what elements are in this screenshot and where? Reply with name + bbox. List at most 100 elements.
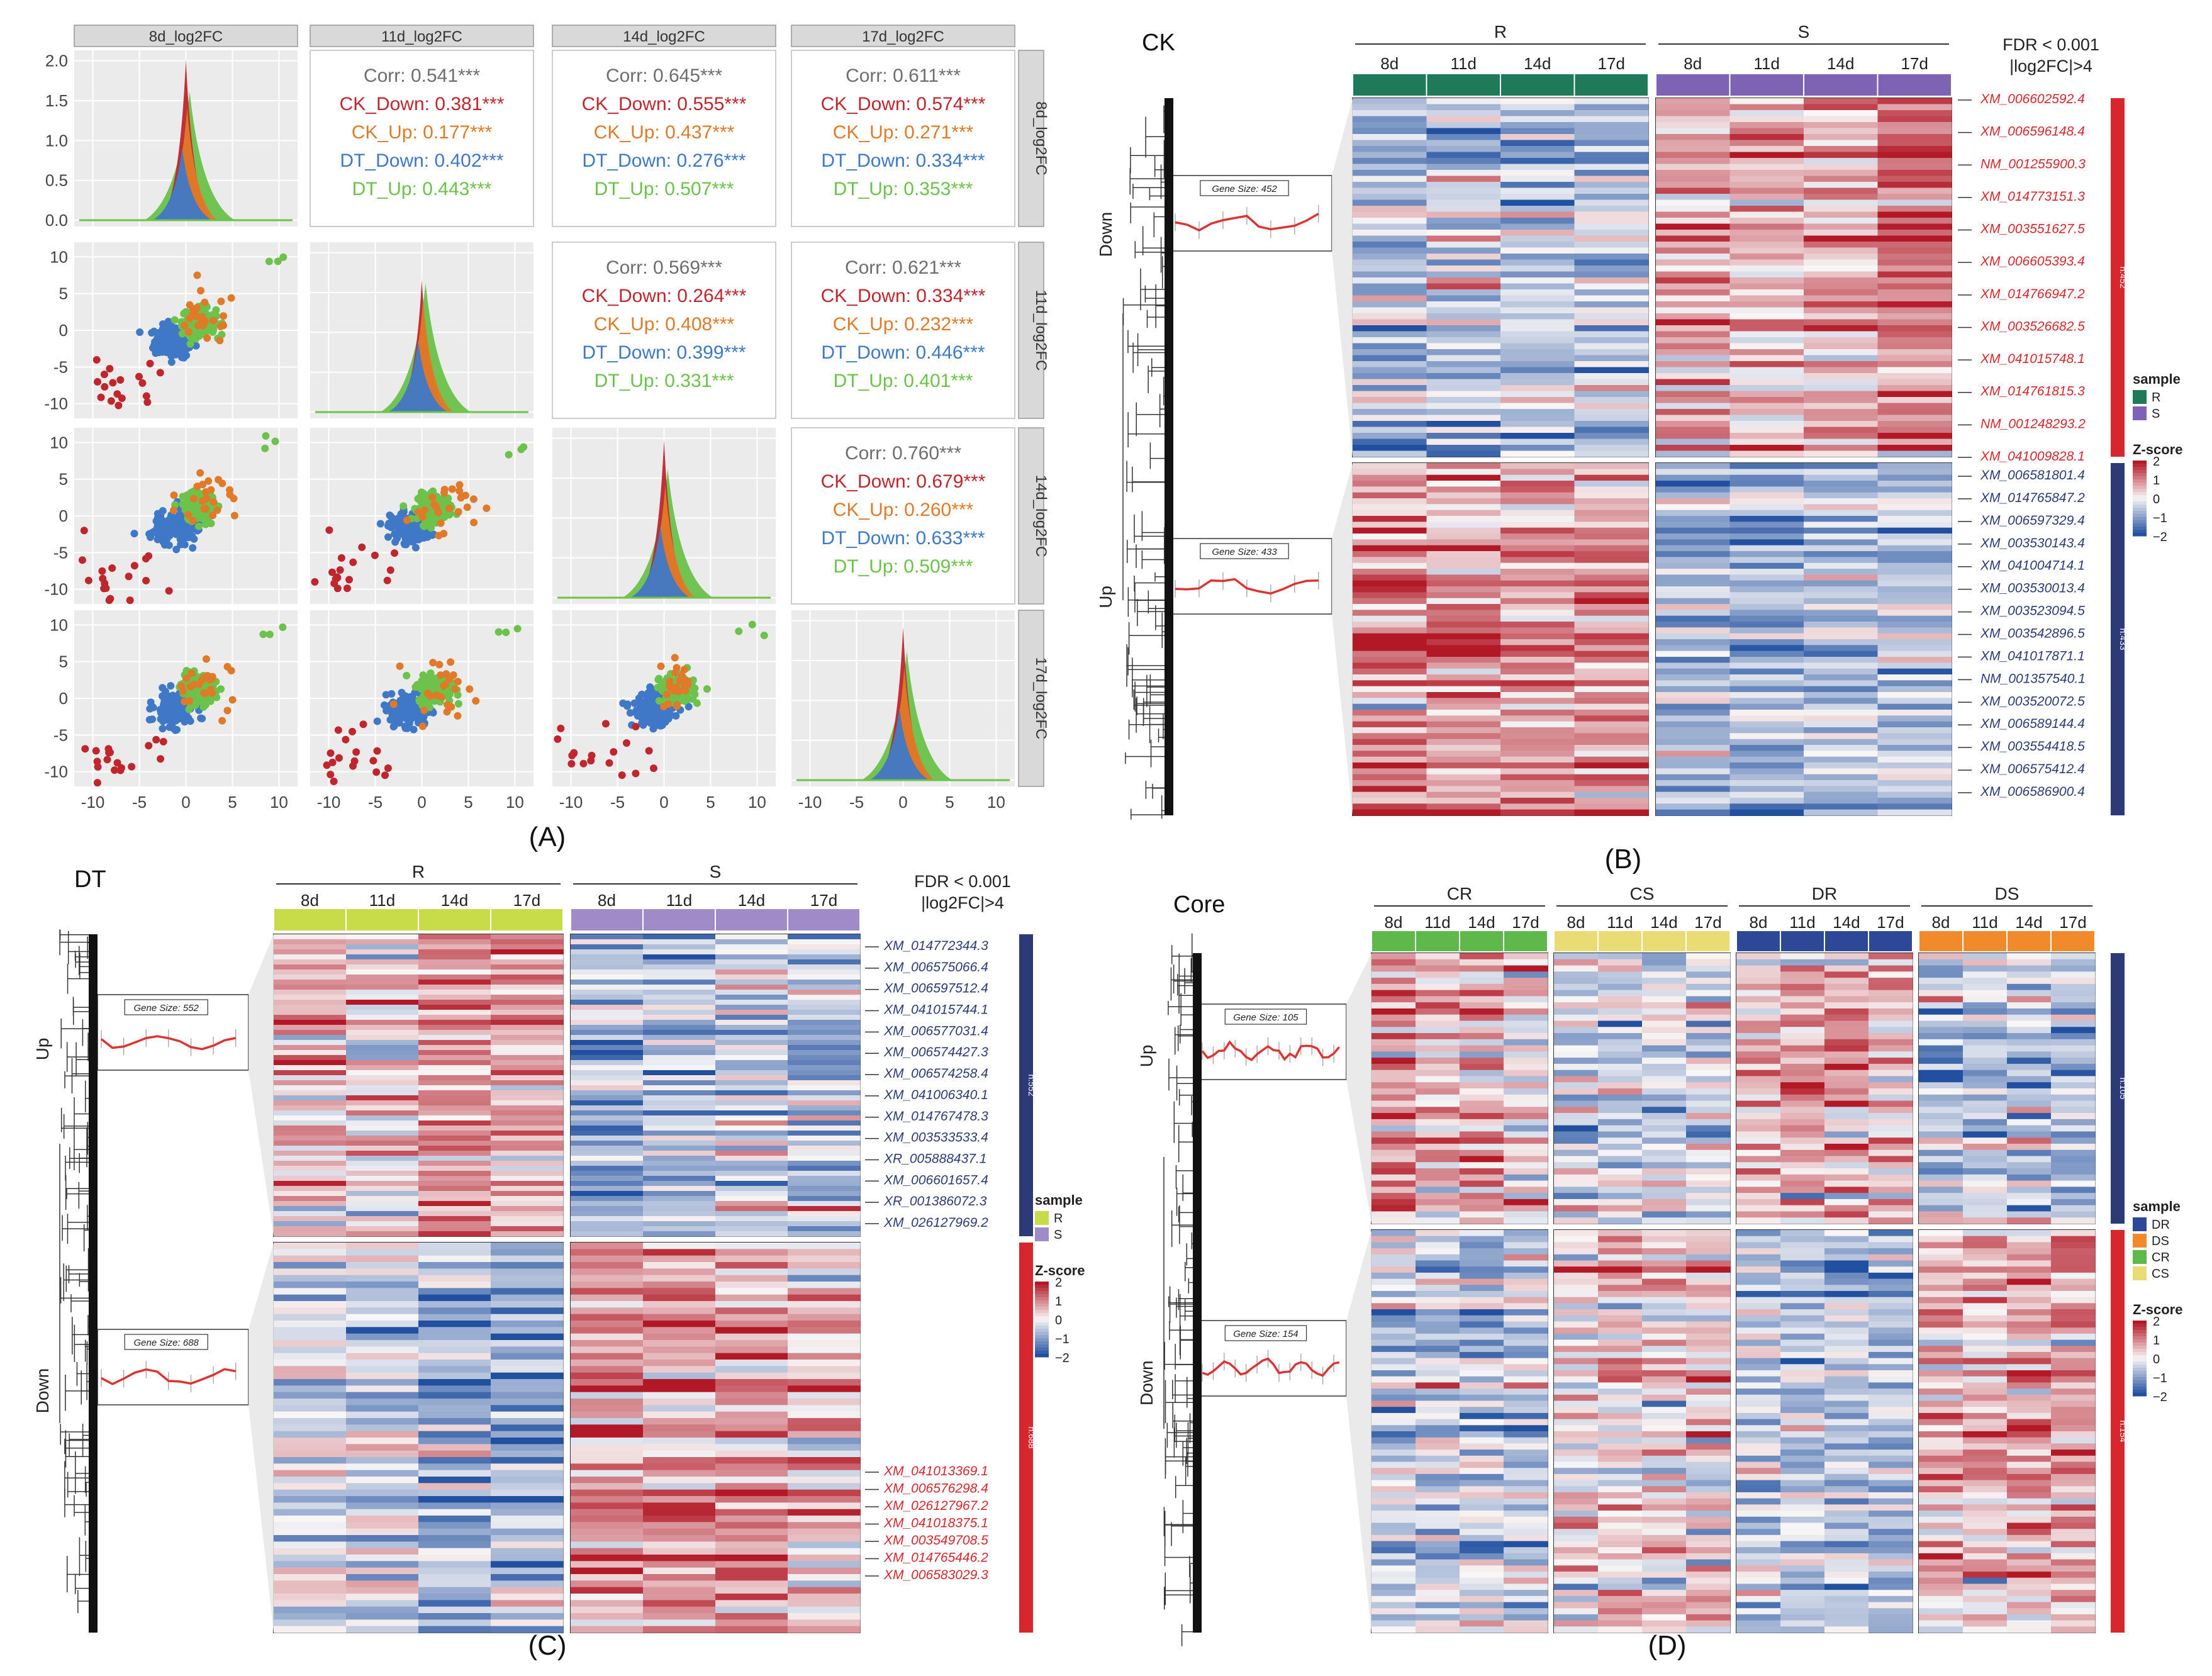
- data-point: [149, 344, 157, 352]
- heatmap-cell: [274, 1085, 347, 1091]
- heatmap-cell: [1729, 586, 1804, 593]
- heatmap-cell: [1804, 391, 1879, 398]
- heatmap-cell: [346, 1411, 419, 1419]
- heatmap-cell: [1877, 367, 1952, 374]
- heatmap-cell: [274, 1489, 347, 1497]
- heatmap-cell: [1877, 146, 1952, 153]
- heatmap-cell: [1426, 774, 1501, 781]
- heatmap-cell: [788, 1050, 861, 1056]
- heatmap-cell: [1804, 610, 1879, 617]
- heatmap-cell: [1877, 242, 1952, 249]
- heatmap-cell: [788, 1619, 861, 1627]
- heatmap-cell: [274, 1314, 347, 1321]
- heatmap-cell: [418, 1005, 491, 1010]
- heatmap-cell: [1353, 289, 1427, 296]
- heatmap-cell: [1500, 235, 1575, 242]
- heatmap-cell: [1574, 622, 1649, 628]
- heatmap-cell: [1729, 134, 1804, 141]
- heatmap-cell: [715, 1535, 788, 1542]
- heatmap-cell: [1500, 122, 1575, 129]
- heatmap-cell: [1574, 598, 1649, 605]
- heatmap-cell: [418, 1131, 491, 1136]
- heatmap-cell: [491, 1411, 564, 1419]
- heatmap-cell: [346, 1307, 419, 1315]
- heatmap-cell: [346, 1060, 419, 1066]
- heatmap-cell: [1500, 355, 1575, 362]
- heatmap-cell: [643, 1055, 716, 1061]
- heatmap-cell: [715, 1176, 788, 1182]
- heatmap-cell: [1656, 798, 1731, 804]
- heatmap-cell: [1574, 427, 1649, 433]
- heatmap-cell: [788, 1541, 861, 1549]
- heatmap-cell: [715, 1470, 788, 1477]
- gene-label: XM_041015748.1: [1980, 352, 2085, 366]
- heatmap-cell: [788, 1314, 861, 1321]
- heatmap-cell: [571, 1171, 644, 1176]
- heatmap-cell: [1656, 361, 1731, 368]
- heatmap-cell: [643, 1535, 716, 1542]
- heatmap-cell: [346, 1477, 419, 1483]
- data-point: [92, 747, 100, 755]
- heatmap-cell: [418, 1226, 491, 1232]
- heatmap-cell: [1804, 206, 1879, 213]
- heatmap-cell: [1804, 692, 1879, 698]
- gene-label: XM_003530143.4: [1980, 536, 2085, 550]
- heatmap-cell: [571, 1146, 644, 1151]
- data-point: [100, 371, 108, 379]
- heatmap-cell: [643, 1431, 716, 1438]
- data-point: [760, 631, 768, 639]
- heatmap-cell: [418, 1221, 491, 1227]
- heatmap-cell: [1426, 474, 1501, 481]
- heatmap-cell: [346, 1221, 419, 1227]
- heatmap-cell: [715, 1619, 788, 1627]
- heatmap-cell: [1877, 615, 1952, 622]
- heatmap-cell: [1500, 745, 1575, 751]
- heatmap-cell: [346, 1333, 419, 1341]
- x-tick-label: -10: [81, 793, 105, 812]
- heatmap-cell: [1804, 745, 1879, 751]
- heatmap-cell: [1353, 545, 1427, 552]
- heatmap-cell: [418, 1065, 491, 1071]
- heatmap-cell: [788, 1307, 861, 1315]
- data-point: [81, 745, 89, 753]
- heatmap-cell: [643, 1030, 716, 1036]
- heatmap-cell: [571, 1136, 644, 1141]
- heatmap-cell: [1656, 527, 1731, 534]
- correlation-cell: [552, 50, 776, 227]
- data-point: [328, 758, 337, 766]
- heatmap-cell: [1729, 574, 1804, 581]
- heatmap-cell: [788, 1262, 861, 1269]
- density-peak: [388, 339, 449, 412]
- heatmap-cell: [1426, 680, 1501, 687]
- heatmap-cell: [1656, 373, 1731, 380]
- heatmap-cell: [1500, 116, 1575, 123]
- heatmap-cell: [274, 954, 347, 960]
- heatmap-cell: [1426, 504, 1501, 511]
- heatmap-cell: [418, 1288, 491, 1295]
- heatmap-cell: [715, 1294, 788, 1302]
- data-point: [217, 298, 225, 306]
- heatmap-cell: [715, 934, 788, 940]
- heatmap-cell: [418, 1080, 491, 1086]
- heatmap-cell: [274, 1050, 347, 1056]
- heatmap-cell: [1574, 774, 1649, 781]
- heatmap-cell: [1426, 230, 1501, 237]
- heatmap-cell: [418, 1463, 491, 1471]
- data-point: [371, 551, 379, 559]
- heatmap-cell: [788, 1075, 861, 1081]
- data-point: [638, 709, 646, 717]
- heatmap-cell: [1500, 698, 1575, 705]
- zscore-tick: −1: [2153, 511, 2167, 525]
- annotation-cell: [644, 909, 715, 930]
- data-point: [130, 530, 138, 538]
- heatmap-cell: [274, 1496, 347, 1503]
- heatmap-cell: [571, 1141, 644, 1146]
- heatmap-cell: [1500, 379, 1575, 386]
- data-point: [259, 630, 267, 639]
- heatmap-cell: [1729, 242, 1804, 249]
- heatmap-cell: [1729, 786, 1804, 793]
- heatmap-cell: [1877, 516, 1952, 522]
- heatmap-cell: [1877, 110, 1952, 117]
- heatmap-cell: [1426, 622, 1501, 628]
- heatmap-cell: [715, 1085, 788, 1091]
